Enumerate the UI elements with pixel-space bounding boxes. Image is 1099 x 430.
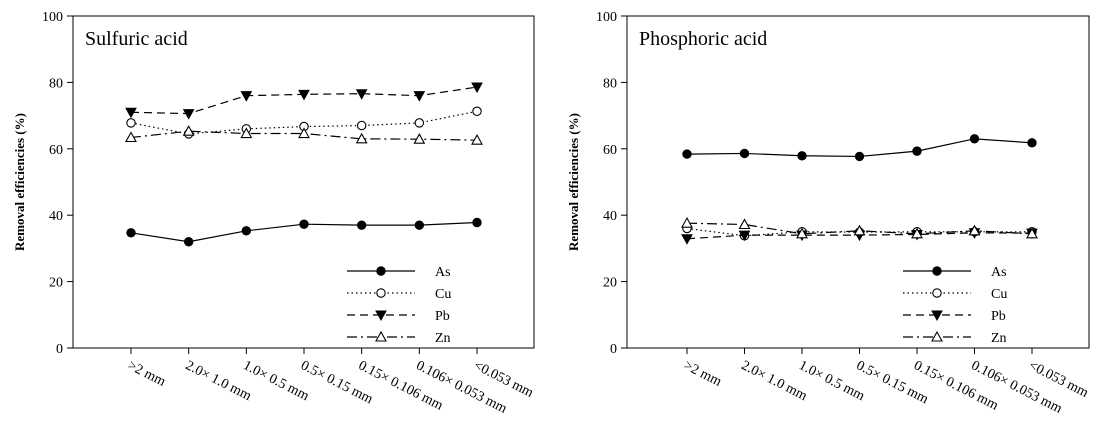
chart-title: Sulfuric acid [85,28,188,50]
legend-label-cu: Cu [991,287,1007,302]
legend-label-pb: Pb [435,309,450,324]
data-point-as [855,152,863,160]
data-point-as [357,221,365,229]
plot-frame [627,16,1089,348]
data-point-cu [127,119,135,127]
series-pb [126,83,482,119]
data-point-cu [473,107,481,115]
series-as [127,218,481,246]
data-point-as [798,152,806,160]
y-tick-label: 40 [49,209,63,224]
y-tick-label: 100 [42,10,63,25]
series-zn [682,218,1037,238]
legend-marker-zn [932,332,942,341]
legend: As Cu Pb Zn [903,265,1007,346]
legend-marker-zn [376,332,386,341]
legend-label-as: As [435,265,451,280]
data-point-as [1028,139,1036,147]
data-point-as [415,221,423,229]
data-point-cu [415,119,423,127]
data-point-pb [414,92,424,101]
legend-label-as: As [991,265,1007,280]
y-tick-label: 100 [596,10,617,25]
y-tick-label: 0 [610,342,617,357]
data-point-as [300,220,308,228]
series-as [683,135,1036,161]
data-point-as [184,238,192,246]
legend-marker-cu [377,289,385,297]
legend-label-zn: Zn [991,331,1007,346]
plot-frame [73,16,534,348]
data-point-pb [682,235,692,244]
chart-title: Phosphoric acid [639,28,767,50]
y-tick-label: 0 [56,342,63,357]
data-point-as [473,218,481,226]
x-tick-label: >2 mm [681,358,724,390]
legend-label-pb: Pb [991,309,1006,324]
legend: As Cu Pb Zn [347,265,451,346]
series-zn [126,126,482,144]
legend-marker-as [377,267,385,275]
data-point-cu [357,121,365,129]
y-tick-label: 60 [603,143,617,158]
data-point-as [127,229,135,237]
data-point-as [242,227,250,235]
data-point-as [740,149,748,157]
y-tick-label: 80 [49,76,63,91]
data-point-as [913,147,921,155]
y-tick-label: 20 [49,276,63,291]
data-point-as [970,135,978,143]
y-tick-label: 20 [603,276,617,291]
data-point-as [683,150,691,158]
x-tick-label: >2 mm [125,358,168,390]
legend-marker-as [933,267,941,275]
y-tick-label: 60 [49,143,63,158]
legend-marker-cu [933,289,941,297]
y-tick-label: 80 [603,76,617,91]
y-axis-label: Removal efficiencies (%) [12,113,27,251]
legend-label-zn: Zn [435,331,451,346]
legend-label-cu: Cu [435,287,451,302]
y-axis-label: Removal efficiencies (%) [566,113,581,251]
y-tick-label: 40 [603,209,617,224]
